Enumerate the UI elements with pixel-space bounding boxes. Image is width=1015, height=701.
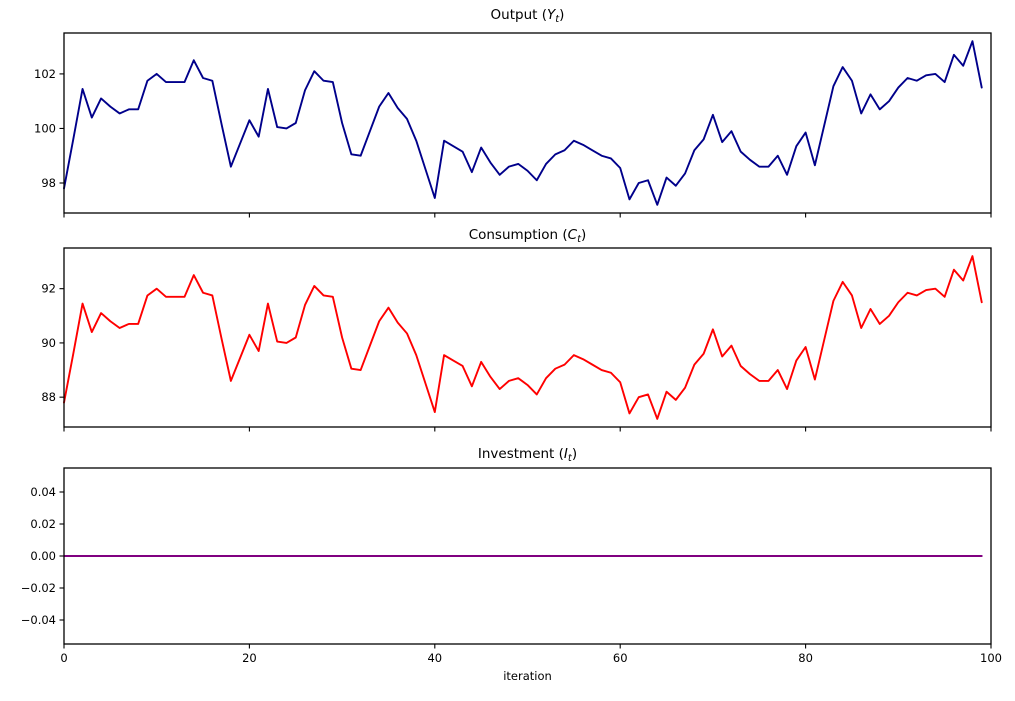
y-tick-label: 102 [34, 67, 56, 81]
output-line [63, 40, 983, 206]
title-text: ) [559, 7, 565, 23]
title-symbol: Y [547, 7, 556, 23]
x-tick-label: 0 [60, 651, 67, 665]
y-tick-label: 88 [41, 390, 56, 404]
consumption-subplot: 88 90 92 [41, 247, 992, 432]
y-tick-label: 100 [34, 121, 56, 135]
consumption-axes-frame [63, 247, 992, 428]
title-text: ) [581, 227, 587, 243]
x-tick-label: 100 [980, 651, 1002, 665]
y-tick-label: 0.00 [30, 549, 56, 563]
x-tick-label: 60 [613, 651, 628, 665]
consumption-plot-title: Consumption (Ct) [64, 227, 991, 245]
y-tick-label: 98 [41, 176, 56, 190]
title-text: Consumption ( [468, 227, 568, 243]
x-axis-label: iteration [503, 669, 552, 683]
x-tick-label: 80 [798, 651, 813, 665]
title-text: Output ( [490, 7, 547, 23]
title-subscript: t [567, 453, 572, 464]
title-symbol: I [563, 446, 568, 462]
output-subplot: 98 100 102 [34, 32, 992, 218]
y-tick-label: 0.04 [30, 485, 56, 499]
title-symbol: C [567, 227, 578, 243]
title-subscript: t [577, 234, 582, 245]
y-tick-label: 90 [41, 336, 56, 350]
output-axes-frame [63, 32, 992, 214]
investment-plot-title: Investment (It) [64, 446, 991, 464]
y-tick-label: 92 [41, 282, 56, 296]
consumption-line [63, 255, 983, 420]
y-tick-label: −0.04 [21, 613, 56, 627]
x-tick-label: 20 [242, 651, 257, 665]
output-plot-title: Output (Yt) [64, 7, 991, 25]
title-text: Investment ( [477, 446, 564, 462]
title-subscript: t [555, 14, 560, 25]
y-tick-label: 0.02 [30, 517, 56, 531]
title-text: ) [571, 446, 578, 462]
y-tick-label: −0.02 [21, 581, 56, 595]
investment-axes-frame [63, 467, 992, 645]
x-tick-label: 40 [427, 651, 442, 665]
investment-subplot: 0.04 0.02 0.00 −0.02 −0.04 0 20 40 60 80 100 [21, 467, 1002, 665]
